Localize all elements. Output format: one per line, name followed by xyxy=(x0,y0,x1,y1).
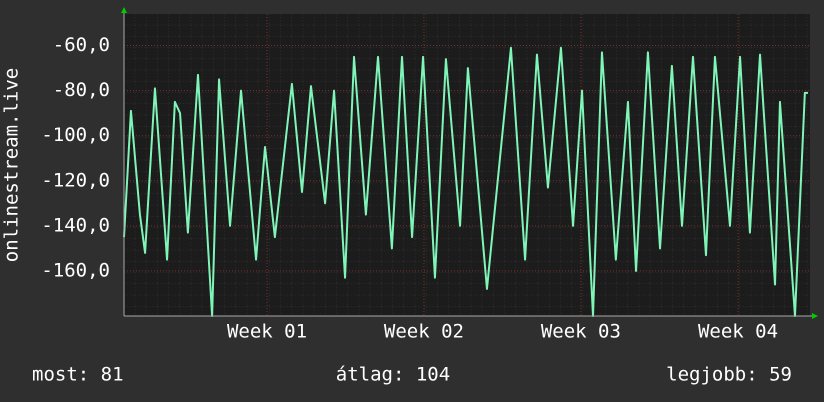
x-tick-label: Week 01 xyxy=(227,321,307,343)
x-tick-label: Week 04 xyxy=(698,321,778,343)
footer-best: legjobb: 59 xyxy=(666,364,792,386)
y-axis-title: onlinestream.live xyxy=(1,68,23,262)
minor-grid xyxy=(124,14,810,316)
footer-average: átlag: 104 xyxy=(336,364,450,386)
y-tick-label: -100,0 xyxy=(41,124,110,146)
y-tick-label: -120,0 xyxy=(41,169,110,191)
x-tick-label: Week 02 xyxy=(384,321,464,343)
y-tick-label: -140,0 xyxy=(41,214,110,236)
y-tick-label: -80,0 xyxy=(53,79,110,101)
x-arrow xyxy=(812,313,818,319)
y-tick-label: -160,0 xyxy=(41,259,110,281)
footer-current: most: 81 xyxy=(32,364,124,386)
y-tick-label: -60,0 xyxy=(53,34,110,56)
series-line xyxy=(123,46,808,317)
y-arrow xyxy=(121,7,127,13)
x-tick-label: Week 03 xyxy=(541,321,621,343)
